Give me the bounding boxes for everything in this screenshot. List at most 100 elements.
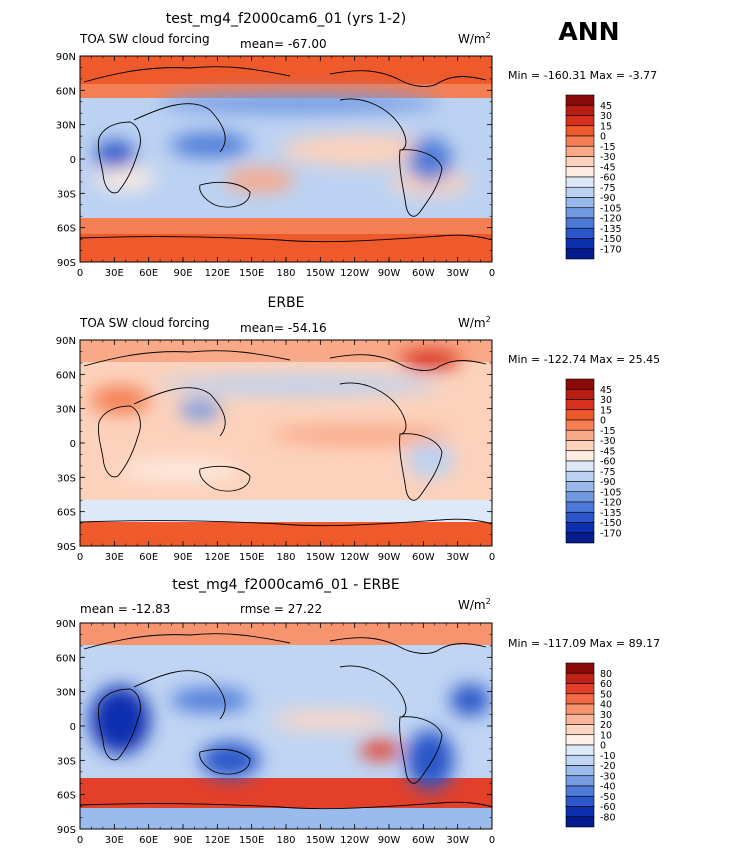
colorbar-label: 45	[600, 101, 612, 112]
y-tick-label: 60S	[57, 791, 76, 802]
colorbar-swatch	[565, 217, 595, 229]
x-tick-label: 90E	[173, 835, 192, 846]
x-tick-label: 120W	[340, 268, 369, 279]
colorbar-label: -15	[600, 142, 616, 153]
panel-mean-label: rmse = 27.22	[240, 602, 322, 616]
map-field	[80, 340, 492, 546]
colorbar-label: -170	[600, 528, 622, 539]
x-tick-label: 90E	[173, 268, 192, 279]
panel-left-label: mean = -12.83	[80, 602, 170, 616]
colorbar-swatch	[565, 429, 595, 441]
x-tick-label: 180	[276, 835, 295, 846]
x-tick-label: 120W	[340, 552, 369, 563]
colorbar-swatch	[565, 156, 595, 168]
y-tick-label: 60S	[57, 508, 76, 519]
colorbar-swatch	[565, 532, 595, 544]
colorbar-label: -150	[600, 234, 622, 245]
panel-stats: Min = -117.09 Max = 89.17	[508, 637, 660, 650]
colorbar-label: -80	[600, 812, 616, 823]
colorbar-swatch	[565, 754, 595, 766]
x-tick-label: 120E	[205, 552, 230, 563]
x-tick-label: 30W	[446, 268, 469, 279]
colorbar-swatch	[565, 227, 595, 239]
map-field	[80, 56, 492, 262]
colorbar-swatch	[565, 662, 595, 674]
panel-stats: Min = -160.31 Max = -3.77	[508, 69, 657, 82]
map-field	[80, 623, 492, 829]
colorbar-swatch	[565, 795, 595, 807]
x-tick-label: 90W	[378, 835, 401, 846]
y-tick-label: 30N	[56, 405, 76, 416]
colorbar-label: -20	[600, 761, 616, 772]
y-tick-label: 60N	[56, 86, 76, 97]
x-tick-label: 60W	[412, 835, 435, 846]
colorbar-label: 40	[600, 700, 612, 711]
colorbar-swatch	[565, 450, 595, 462]
colorbar-swatch	[565, 785, 595, 797]
colorbar-label: -30	[600, 436, 616, 447]
x-tick-label: 60W	[412, 552, 435, 563]
colorbar-swatch	[565, 419, 595, 431]
colorbar-swatch	[565, 166, 595, 178]
colorbar-label: -15	[600, 426, 616, 437]
x-tick-label: 60W	[412, 268, 435, 279]
x-tick-label: 120E	[205, 835, 230, 846]
x-tick-label: 150W	[306, 835, 335, 846]
x-tick-label: 60E	[139, 552, 158, 563]
y-tick-label: 30S	[57, 756, 76, 767]
colorbar-label: -150	[600, 518, 622, 529]
panel-units: W/m2	[458, 597, 491, 612]
y-tick-label: 30S	[57, 473, 76, 484]
colorbar-swatch	[565, 470, 595, 482]
colorbar-label: 80	[600, 669, 612, 680]
x-tick-label: 0	[489, 268, 495, 279]
colorbar-swatch	[565, 115, 595, 127]
colorbar-label: -45	[600, 162, 616, 173]
x-tick-label: 0	[489, 552, 495, 563]
colorbar-label: -30	[600, 771, 616, 782]
colorbar-swatch	[565, 703, 595, 715]
colorbar-swatch	[565, 135, 595, 147]
colorbar-label: -135	[600, 508, 622, 519]
colorbar-swatch	[565, 378, 595, 390]
y-tick-label: 90S	[57, 258, 76, 269]
panel-title: test_mg4_f2000cam6_01 - ERBE	[172, 577, 400, 593]
colorbar-label: -170	[600, 244, 622, 255]
colorbar-swatch	[565, 460, 595, 472]
panel-units: W/m2	[458, 31, 491, 46]
colorbar-swatch	[565, 724, 595, 736]
colorbar-label: -90	[600, 193, 616, 204]
y-tick-label: 60N	[56, 370, 76, 381]
panel-diff: test_mg4_f2000cam6_01 - ERBE mean = -12.…	[80, 577, 660, 829]
colorbar-swatch	[565, 481, 595, 493]
colorbar-swatch	[565, 806, 595, 818]
y-tick-label: 60S	[57, 224, 76, 235]
panel-mean-label: mean= -67.00	[240, 37, 327, 51]
colorbar-swatch	[565, 197, 595, 209]
colorbar-swatch	[565, 672, 595, 684]
x-tick-label: 150W	[306, 268, 335, 279]
panel-title: ERBE	[267, 295, 304, 311]
colorbar-label: 60	[600, 679, 612, 690]
colorbar-label: -40	[600, 782, 616, 793]
x-tick-label: 30E	[105, 835, 124, 846]
colorbar-label: -45	[600, 446, 616, 457]
colorbar-swatch	[565, 399, 595, 411]
map-axes: 0 30E 60E 90E 120E 150E 180 150W 120W 90W 60W 30W 09…	[56, 52, 495, 279]
map-axes: 0 30E 60E 90E 120E 150E 180 150W 120W 90W 60W 30W 09…	[56, 619, 495, 846]
colorbar-swatch	[565, 409, 595, 421]
colorbar-swatch	[565, 491, 595, 503]
colorbar-label: 15	[600, 405, 612, 416]
coastlines	[80, 66, 492, 243]
y-tick-label: 90N	[56, 619, 76, 630]
colorbar-label: -105	[600, 203, 622, 214]
x-tick-label: 150E	[239, 835, 264, 846]
panel-title: test_mg4_f2000cam6_01 (yrs 1-2)	[166, 11, 407, 27]
colorbar-swatch	[565, 176, 595, 188]
colorbar-label: -75	[600, 467, 616, 478]
colorbar-swatch	[565, 145, 595, 157]
y-tick-label: 90S	[57, 542, 76, 553]
map-axes: 0 30E 60E 90E 120E 150E 180 150W 120W 90W 60W 30W 09…	[56, 336, 495, 563]
colorbar-swatch	[565, 734, 595, 746]
